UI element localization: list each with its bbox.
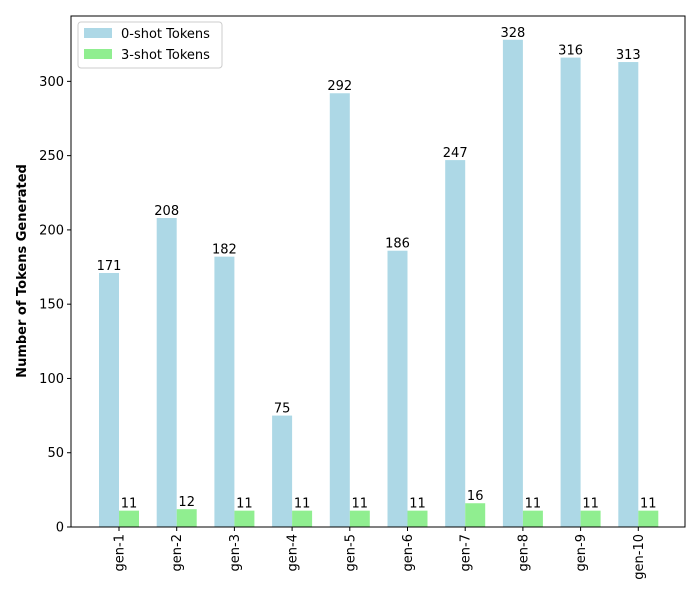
x-tick-label: gen-2 <box>170 534 185 571</box>
bar-3shot-gen-3 <box>234 510 255 527</box>
x-tick-label: gen-6 <box>401 534 416 571</box>
y-axis: 0 50 100 150 200 250 300 <box>39 75 71 536</box>
data-label-3shot-gen-3: 11 <box>236 497 253 512</box>
data-labels: 171 208 182 75 292 186 247 328 316 313 11 12 11 11 11 1… <box>97 26 657 512</box>
x-tick-label: gen-9 <box>574 534 589 571</box>
y-tick-label: 100 <box>39 372 64 387</box>
data-label-3shot-gen-10: 11 <box>640 497 657 512</box>
bar-3shot-gen-8 <box>522 510 543 527</box>
bar-3shot-gen-1 <box>119 510 139 527</box>
bar-0shot-gen-7 <box>445 160 466 527</box>
bar-3shot-gen-2 <box>176 509 197 527</box>
x-tick-label: gen-8 <box>516 534 531 571</box>
data-label-0shot-gen-7: 247 <box>443 146 468 161</box>
data-label-0shot-gen-10: 313 <box>616 48 641 63</box>
x-axis: gen-1 gen-2 gen-3 gen-4 gen-5 gen-6 gen-7 gen-8… <box>113 527 647 580</box>
bar-0shot-gen-6 <box>387 250 408 527</box>
data-label-3shot-gen-2: 12 <box>178 495 195 510</box>
bar-0shot-gen-1 <box>99 272 119 527</box>
data-label-3shot-gen-5: 11 <box>352 497 369 512</box>
bar-3shot-gen-9 <box>580 510 601 527</box>
y-tick-label: 200 <box>39 223 64 238</box>
data-label-0shot-gen-8: 328 <box>500 26 525 41</box>
data-label-0shot-gen-2: 208 <box>154 204 179 219</box>
data-label-0shot-gen-5: 292 <box>327 79 352 94</box>
legend: 0-shot Tokens 3-shot Tokens <box>77 21 223 69</box>
data-label-3shot-gen-8: 11 <box>525 497 542 512</box>
y-tick-label: 150 <box>39 298 64 313</box>
plot-frame <box>70 15 686 528</box>
data-label-0shot-gen-1: 171 <box>97 259 122 274</box>
bar-3shot-gen-6 <box>407 510 428 527</box>
x-tick-label: gen-7 <box>459 534 474 571</box>
bar-3shot-gen-4 <box>292 510 313 527</box>
data-label-3shot-gen-1: 11 <box>121 497 138 512</box>
x-tick-label: gen-3 <box>228 534 243 571</box>
bar-0shot-gen-2 <box>156 218 177 527</box>
series-3shot-bars <box>119 503 659 527</box>
legend-label-0shot: 0-shot Tokens <box>121 27 210 42</box>
legend-box <box>77 21 223 69</box>
y-tick-label: 0 <box>56 521 64 536</box>
data-label-3shot-gen-9: 11 <box>582 497 599 512</box>
bar-0shot-gen-9 <box>560 57 581 528</box>
series-0shot-bars <box>99 39 639 528</box>
data-label-0shot-gen-4: 75 <box>274 402 291 417</box>
data-label-0shot-gen-6: 186 <box>385 237 410 252</box>
data-label-3shot-gen-7: 16 <box>467 489 484 504</box>
bar-3shot-gen-7 <box>465 503 486 527</box>
data-label-0shot-gen-3: 182 <box>212 243 237 258</box>
legend-swatch-0shot <box>84 28 112 38</box>
legend-swatch-3shot <box>84 49 112 59</box>
bar-0shot-gen-10 <box>618 62 639 528</box>
x-tick-label: gen-5 <box>343 534 358 571</box>
bar-0shot-gen-5 <box>329 93 350 527</box>
x-tick-label: gen-1 <box>113 534 128 571</box>
legend-label-3shot: 3-shot Tokens <box>121 48 210 63</box>
data-label-0shot-gen-9: 316 <box>558 44 583 59</box>
bar-3shot-gen-5 <box>349 510 370 527</box>
data-label-3shot-gen-4: 11 <box>294 497 311 512</box>
bar-0shot-gen-8 <box>502 39 523 527</box>
bar-3shot-gen-10 <box>638 510 659 527</box>
y-tick-label: 300 <box>39 75 64 90</box>
y-tick-label: 250 <box>39 149 64 164</box>
data-label-3shot-gen-6: 11 <box>409 497 426 512</box>
bar-0shot-gen-3 <box>214 256 235 527</box>
y-axis-title: Number of Tokens Generated <box>15 164 30 378</box>
bar-0shot-gen-4 <box>272 415 293 527</box>
x-tick-label: gen-10 <box>632 534 647 580</box>
y-tick-label: 50 <box>47 446 64 461</box>
x-tick-label: gen-4 <box>286 534 301 571</box>
